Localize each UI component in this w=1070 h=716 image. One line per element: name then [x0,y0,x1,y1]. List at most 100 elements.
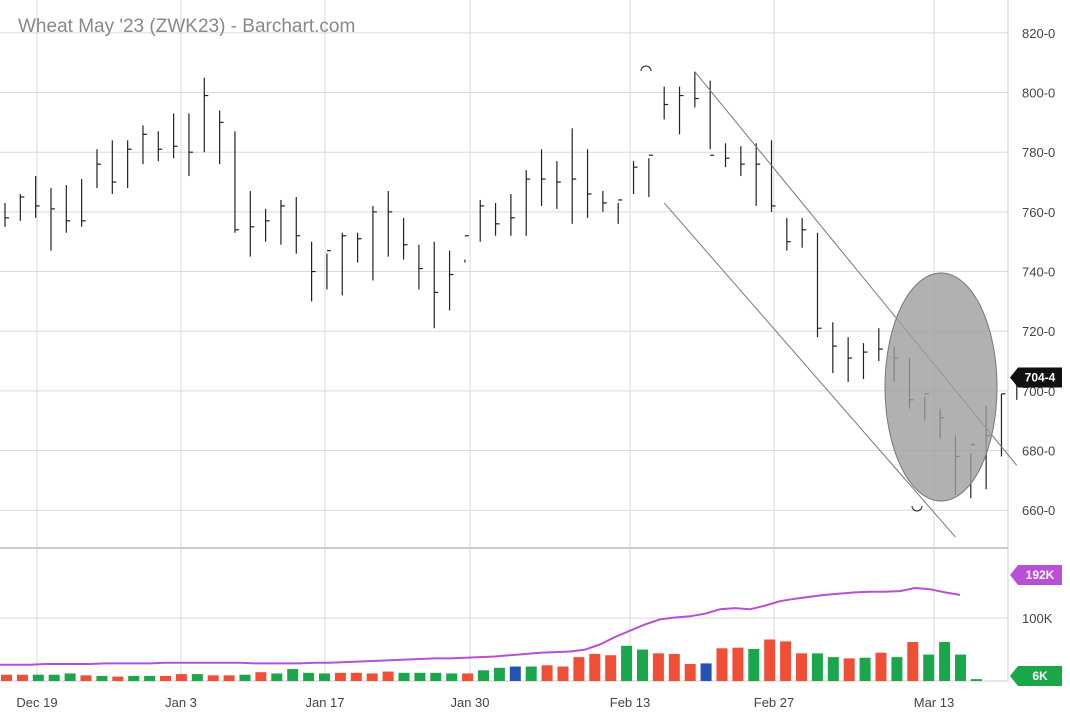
price-tick-label: 780-0 [1022,145,1055,160]
volume-bar [605,655,617,681]
axis-layer: 820-0 800-0 780-0 760-0 740-0 720-0 700-0 680-0… [16,26,1055,710]
channel-lower-line [663,202,956,538]
volume-bar [382,671,394,681]
price-tick-label: 720-0 [1022,324,1055,339]
volume-bar [271,673,283,681]
price-tick-label: 680-0 [1022,444,1055,459]
price-layer [4,71,1021,499]
volume-bar [255,672,267,681]
price-tick-label: 760-0 [1022,205,1055,220]
volume-bar [48,674,60,681]
volume-bar [16,674,28,681]
volume-bar [319,673,330,681]
volume-bar [80,675,92,681]
volume-bar [748,648,760,681]
volume-bar [478,670,489,681]
volume-ma-line [0,586,961,666]
volume-bar [652,653,664,681]
volume-bar [207,675,219,681]
last-price-badge: 704-4 [1010,367,1062,388]
badge-layer: 704-4 192K 6K [1010,367,1062,686]
volume-bar [366,673,378,681]
volume-bar [621,645,633,681]
volume-bar [700,663,712,681]
volume-bar [144,675,156,681]
volume-bar [589,653,601,681]
volume-bar [160,675,171,681]
volume-bar [334,672,346,681]
highlight-ellipse [884,272,998,502]
volume-bar [811,653,823,681]
volume-bar [923,654,935,681]
volume-bar [430,672,442,681]
volume-bar [350,672,362,681]
volume-bar [970,679,982,681]
price-tick-label: 800-0 [1022,86,1055,101]
volume-bar [64,673,76,681]
overlay-layer [640,65,1018,538]
volume-bar [859,657,871,681]
volume-bar [668,653,680,681]
volume-bar [112,676,124,681]
date-tick-label: Feb 27 [754,695,794,710]
volume-bar [493,667,505,681]
volume-ma-badge: 192K [1010,565,1062,585]
volume-bar [96,675,108,681]
volume-bar [446,673,458,681]
swing-high-marker [640,65,652,72]
volume-bar [223,675,235,681]
volume-bar [128,675,140,681]
volume-bar [780,641,792,681]
volume-bar [573,657,585,681]
volume-last-badge: 6K [1010,666,1062,686]
date-tick-label: Jan 17 [305,695,344,710]
volume-bar [541,665,553,681]
volume-bar [509,666,521,681]
volume-bar [891,657,903,681]
volume-bar [764,639,776,681]
price-tick-label: 660-0 [1022,503,1055,518]
volume-bar [303,672,315,681]
volume-ma-badge-text: 192K [1026,568,1055,582]
volume-bar [175,674,187,681]
date-tick-label: Dec 19 [16,695,57,710]
volume-bar [32,674,44,681]
grid-layer [0,0,1009,682]
volume-bar [907,642,919,681]
volume-bar [1,674,12,681]
date-tick-label: Jan 30 [450,695,489,710]
date-tick-label: Mar 13 [914,695,954,710]
volume-last-badge-text: 6K [1032,669,1048,683]
date-tick-label: Jan 3 [165,695,197,710]
volume-bar [796,653,807,681]
volume-bar [939,642,951,681]
volume-bar [287,669,299,681]
date-tick-label: Feb 13 [610,695,650,710]
volume-layer [0,586,982,681]
volume-bar [684,664,696,681]
price-tick-label: 740-0 [1022,265,1055,280]
volume-tick-label: 100K [1022,611,1053,626]
volume-last-badge-shape [1010,666,1062,686]
last-price-badge-shape [1010,367,1062,388]
volume-bar [732,647,744,681]
swing-low-marker [911,505,923,512]
price-tick-label: 700-0 [1022,384,1055,399]
volume-bar [462,673,474,681]
volume-bar [955,654,966,681]
volume-bar [239,674,251,681]
last-price-badge-text: 704-4 [1025,370,1056,384]
volume-bar [875,652,887,681]
volume-bar [843,658,855,681]
volume-ma-badge-shape [1010,565,1062,585]
volume-bar [525,666,537,681]
volume-bar [398,672,410,681]
volume-bar [191,674,203,681]
volume-bar [716,648,728,681]
volume-bar [637,649,648,681]
volume-bar [827,657,839,681]
chart-title: Wheat May '23 (ZWK23) - Barchart.com [18,16,355,37]
volume-bar [557,666,569,681]
